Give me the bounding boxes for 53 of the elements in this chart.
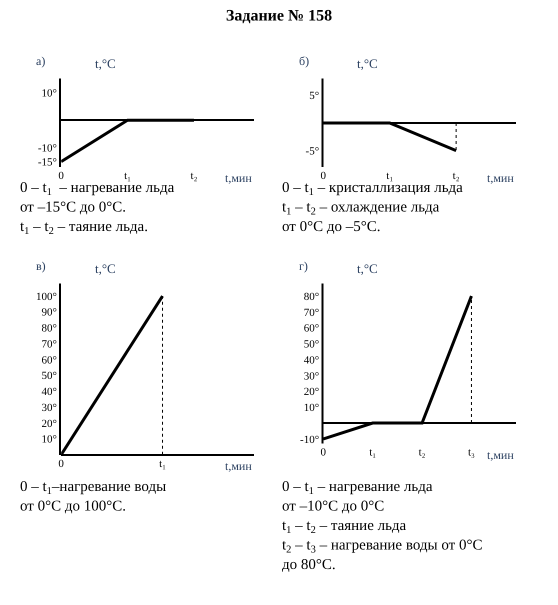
x-tick-label: 0 xyxy=(320,170,327,182)
text: 0 – t$_{1}$ – нагревание льда от –15°C до 0°C. t$_{1}$ – t$_{2}$ – таяние льда. xyxy=(20,180,174,238)
x-tick-label: t₁ xyxy=(124,170,132,182)
x-axis-title: t,мин xyxy=(225,171,252,185)
x-axis-title: t,мин xyxy=(487,448,514,462)
y-tick-label: 60° xyxy=(304,322,320,335)
chart-title: б) xyxy=(299,54,310,68)
text: 0 – t$_{1}$ – кристаллизация льда t$_{1}$ – t$_{2}$ – охлаждение льда от 0°C до –5°C. xyxy=(282,180,463,235)
y-axis-title: t,°C xyxy=(357,261,378,276)
y-tick-label: 20° xyxy=(42,418,57,430)
y-tick-label: 70° xyxy=(42,338,57,350)
y-tick-label: -10° xyxy=(38,142,57,155)
chart-title: Задание № 158 xyxy=(226,7,332,24)
y-tick-label: 60° xyxy=(42,354,57,366)
x-tick-label: 0 xyxy=(320,446,327,459)
chart-title: г) xyxy=(299,259,308,273)
y-tick-label: 40° xyxy=(304,354,320,366)
y-tick-label: 70° xyxy=(304,306,320,319)
x-tick-label: t₁ xyxy=(386,170,394,182)
x-tick-label: 0 xyxy=(58,458,64,470)
y-tick-label: 100° xyxy=(36,290,57,303)
y-axis-title: t,°C xyxy=(95,56,116,71)
x-axis-title: t,мин xyxy=(225,459,252,473)
x-tick-label: t₁ xyxy=(369,446,376,459)
y-axis-title: t,°C xyxy=(95,261,116,276)
x-axis-title: t,мин xyxy=(487,171,514,185)
x-tick-label: t₂ xyxy=(190,170,198,182)
y-tick-label: 50° xyxy=(304,338,320,351)
y-tick-label: 20° xyxy=(304,386,320,398)
y-tick-label: -15° xyxy=(38,156,57,169)
y-tick-label: 40° xyxy=(42,386,57,398)
y-axis-title: t,°C xyxy=(357,56,378,71)
y-tick-label: 90° xyxy=(42,306,57,319)
y-tick-label: 10° xyxy=(42,434,57,446)
y-tick-label: 30° xyxy=(304,370,320,382)
x-tick-label: t₂ xyxy=(418,446,426,459)
y-tick-label: -10° xyxy=(300,434,320,446)
y-tick-label: 80° xyxy=(304,290,320,303)
text: 0 – t$_{1}$–нагревание воды от 0°C до 100°C. xyxy=(20,479,166,514)
x-tick-label: t₂ xyxy=(452,170,460,182)
x-tick-label: t₁ xyxy=(159,458,166,470)
x-tick-label: t₃ xyxy=(468,446,476,459)
chart-subtitle: а) xyxy=(36,54,46,68)
y-tick-label: 5° xyxy=(309,90,320,102)
y-tick-label: 30° xyxy=(42,402,57,414)
chart-title: в) xyxy=(36,259,46,273)
y-tick-label: -5° xyxy=(306,145,320,158)
y-tick-label: 10° xyxy=(304,402,320,414)
x-tick-label: 0 xyxy=(58,170,64,182)
y-tick-label: 10° xyxy=(42,87,57,100)
y-tick-label: 80° xyxy=(42,322,57,335)
text: 0 – t$_{1}$ – нагревание льда от –10°C до 0°C t$_{1}$ – t$_{2}$ – таяние льда t$_{2}$ – t$_{3}$ – нагревание воды от 0°C до 80°C. xyxy=(282,479,482,573)
y-tick-label: 50° xyxy=(42,370,57,382)
